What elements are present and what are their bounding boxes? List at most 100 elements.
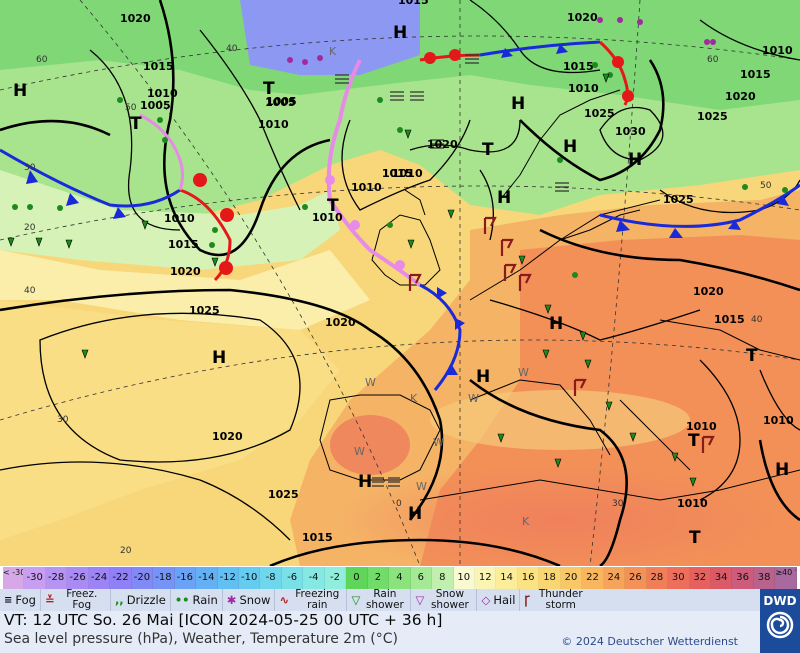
temperature-zone-lightgreen	[0, 170, 340, 270]
isobar-label: 1010	[392, 167, 423, 180]
cold-front-central	[419, 283, 465, 391]
colorbar-step: 34	[710, 567, 733, 589]
weather-legend: ≡ Fog ≚ Freez. Fog ,, Drizzle •• Rain ✱ Snow …	[0, 589, 760, 611]
lat-label: 50	[125, 103, 137, 113]
high-center-6: H	[497, 188, 511, 208]
lat-label: 30	[612, 499, 624, 509]
fog-icon: ≡	[4, 594, 13, 606]
legend-rain-shower: ▽ Rain shower	[347, 589, 412, 611]
colorbar-step: -28	[45, 567, 68, 589]
lat-label: 40	[24, 286, 36, 296]
legend-freezing-rain: ∿ Freezing rain	[275, 589, 348, 611]
colorbar-step: 24	[603, 567, 626, 589]
colorbar-step: 36	[732, 567, 754, 589]
colorbar-step: -6	[281, 567, 304, 589]
lat-label: 20	[120, 546, 132, 556]
isobar-label: 1010	[677, 497, 708, 510]
legend-thunderstorm: Ꞅ Thunder storm	[524, 588, 583, 611]
valid-time: VT: 12 UTC So. 26 Mai [ICON 2024-05-25 0…	[4, 611, 443, 629]
thunderstorm-icon: Ꞅ	[524, 592, 531, 607]
isobar-label: 1010	[763, 414, 794, 427]
isobar-label: 1025	[584, 107, 615, 120]
weather-mark: K	[522, 515, 530, 528]
lat-label: 30	[24, 163, 36, 173]
legend-hail: ◇ Hail	[477, 589, 521, 611]
isobar-label: 1010	[351, 181, 382, 194]
colorbar-step: -16	[174, 567, 197, 589]
colorbar-step: 14	[496, 567, 518, 589]
isobar-label: 1005	[265, 96, 296, 109]
isobar-label: 1015	[382, 167, 413, 180]
isobar-label: 1010	[686, 420, 717, 433]
colorbar-step: 6	[410, 567, 433, 589]
isobar-label: 1005	[266, 95, 297, 108]
warm-front-west	[179, 173, 234, 282]
copyright: © 2024 Deutscher Wetterdienst	[561, 635, 738, 648]
lat-label: 40	[226, 44, 238, 54]
colorbar-step: 30	[668, 567, 690, 589]
colorbar-step: 18	[539, 567, 561, 589]
legend-snow-shower: ▽ Snow shower	[411, 589, 478, 611]
isobar-label: 1015	[398, 0, 429, 7]
rain-shower-icon: ▽	[351, 593, 361, 607]
lat-label: 20	[24, 223, 36, 233]
legend-freezing-fog: ≚ Freez. Fog	[41, 589, 111, 611]
rain-shower-symbols	[7, 73, 697, 487]
colorbar-step: -30	[24, 567, 46, 589]
colorbar-step: 32	[689, 567, 711, 589]
legend-fog: ≡ Fog	[0, 589, 41, 611]
isobars	[0, 0, 800, 566]
lat-label: 60	[707, 55, 719, 65]
isobar-label: 1030	[615, 125, 646, 138]
colorbar-step: -18	[153, 567, 175, 589]
isobar-label: 1020	[427, 138, 458, 151]
cold-front-north	[479, 40, 601, 58]
high-center-5: H	[563, 137, 577, 157]
map-subtitle: Sea level pressure (hPa), Weather, Tempe…	[4, 631, 398, 647]
isobar-label: 1010	[568, 82, 599, 95]
isobar-label: 1020	[567, 11, 598, 24]
colorbar-step: 10	[453, 567, 475, 589]
lat-label: 0	[396, 499, 402, 509]
low-center-5: T	[746, 346, 758, 366]
colorbar-step: 0	[346, 567, 368, 589]
low-center-4: T	[327, 196, 339, 216]
fog-symbols	[335, 54, 569, 487]
dwd-logo: DWD	[760, 589, 800, 653]
high-center-10: H	[358, 472, 372, 492]
drizzle-icon: ,,	[114, 593, 124, 607]
isobar-label: 1010	[312, 211, 343, 224]
graticule	[0, 0, 800, 566]
isobar-label: 1020	[693, 285, 724, 298]
isobar-label: 1015	[168, 238, 199, 251]
isobar-label: 1015	[302, 531, 333, 544]
snow-icon: ✱	[226, 593, 237, 607]
isobar-label: 1015	[714, 313, 745, 326]
isobar-label: 1025	[697, 110, 728, 123]
colorbar-step: 28	[646, 567, 669, 589]
freezing-fog-icon: ≚	[44, 593, 55, 607]
occlusion-front-central	[325, 59, 422, 287]
colorbar-step: ≥40 °C	[775, 567, 797, 589]
dwd-spiral-icon	[766, 611, 794, 639]
colorbar-step: -24	[88, 567, 111, 589]
colorbar-step: 16	[517, 567, 540, 589]
dwd-logo-text: DWD	[763, 594, 797, 608]
colorbar-step: 12	[474, 567, 497, 589]
isobar-label: 1015	[740, 68, 771, 81]
high-center-9: H	[476, 367, 490, 387]
isobar-label: 1015	[382, 167, 413, 180]
thunderstorm-symbols	[408, 216, 715, 453]
legend-drizzle: ,, Drizzle	[111, 589, 171, 611]
temperature-colorbar: < -30 -30 -28 -26 -24 -22 -20 -18 -16 -14 -12 -10 -8…	[3, 567, 797, 589]
high-center-3: H	[393, 23, 407, 43]
colorbar-step: -20	[131, 567, 154, 589]
colorbar-step: -26	[67, 567, 89, 589]
isobar-label: 1020	[725, 90, 756, 103]
isobar-label: 1025	[189, 304, 220, 317]
coastlines	[319, 89, 800, 501]
low-center-7: T	[689, 528, 701, 548]
weather-map: H H H H H H H H H H H H T T T T T T T 10…	[0, 0, 800, 566]
low-center-3: T	[482, 140, 494, 160]
snow-shower-icon: ▽	[415, 593, 425, 607]
